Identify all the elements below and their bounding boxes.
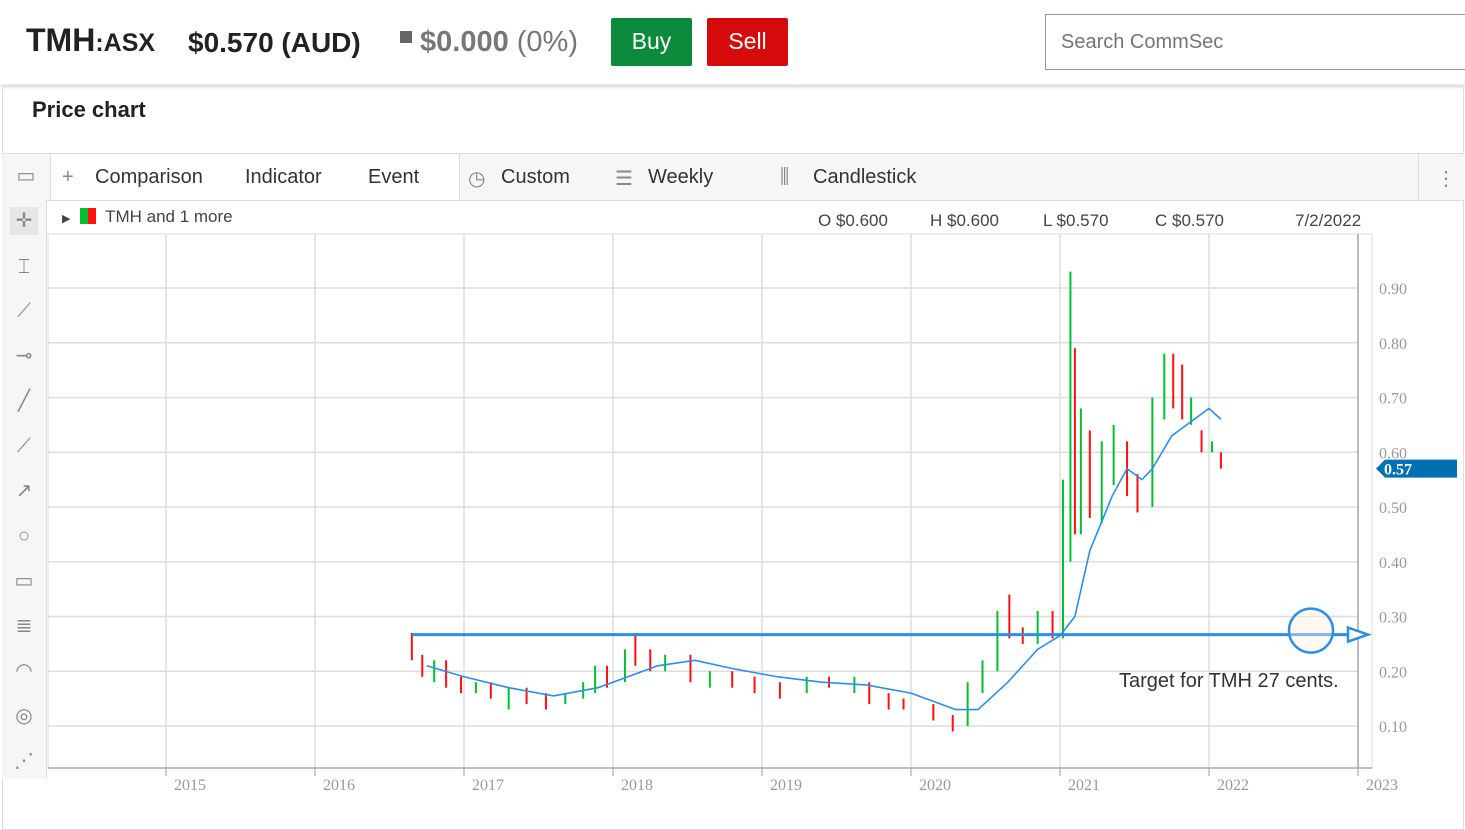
fibonacci-icon[interactable]: ≣ xyxy=(15,615,33,637)
event-button[interactable]: Event xyxy=(368,166,420,188)
search-input[interactable] xyxy=(1045,14,1465,70)
fib-arc-icon[interactable]: ◠ xyxy=(15,660,33,682)
legend-label: TMH and 1 more xyxy=(105,207,233,226)
arrow-icon[interactable]: ↗ xyxy=(15,480,33,502)
clock-icon: ◷ xyxy=(468,168,486,190)
series-color-icon xyxy=(87,208,96,224)
price-change: $0.000 (0%) xyxy=(400,26,578,59)
drawing-tools: ✛ ⌶ ⟋ ⊸ ╱ ⟋ ↗ ○ ▭ ≣ ◠ ◎ ⋰ xyxy=(2,199,47,779)
circle-icon[interactable]: ○ xyxy=(17,525,31,547)
indicator-button[interactable]: Indicator xyxy=(245,166,322,188)
text-tool-icon[interactable]: ⌶ xyxy=(18,256,30,278)
rectangle-icon[interactable]: ▭ xyxy=(14,570,34,592)
chart-toolbar: ▭ + Comparison Indicator Event ◷ Custom … xyxy=(2,153,1464,201)
series-legend[interactable]: ▶ TMH and 1 more xyxy=(62,207,233,227)
date-value: 7/2/2022 xyxy=(1295,211,1362,230)
candlestick-button[interactable]: Candlestick xyxy=(813,166,917,188)
price: $0.570 (AUD) xyxy=(188,27,361,58)
exchange: :ASX xyxy=(95,29,156,57)
crosshair-icon[interactable]: ✛ xyxy=(10,207,38,235)
sell-button[interactable]: Sell xyxy=(707,18,788,66)
change-pct: (0%) xyxy=(516,26,578,58)
comparison-button[interactable]: Comparison xyxy=(95,166,203,188)
close-value: C $0.570 xyxy=(1155,211,1224,230)
high-value: H $0.600 xyxy=(930,211,999,230)
line-segment-icon[interactable]: ⟋ xyxy=(17,300,31,322)
folder-icon[interactable]: ▭ xyxy=(16,165,36,187)
weekly-button[interactable]: Weekly xyxy=(648,166,714,188)
more-icon[interactable]: ⋮ xyxy=(1436,168,1456,190)
panel-title: Price chart xyxy=(32,97,146,122)
open-value: O $0.600 xyxy=(818,211,888,230)
unchanged-icon xyxy=(400,31,412,44)
interval-icon: ☰ xyxy=(615,168,633,190)
polyline-icon[interactable]: ⟋ xyxy=(17,435,31,457)
fib-circle-icon[interactable]: ◎ xyxy=(15,705,33,727)
symbol-code: TMH xyxy=(26,22,96,58)
custom-range-button[interactable]: Custom xyxy=(501,166,570,188)
low-value: L $0.570 xyxy=(1043,211,1109,230)
line-icon[interactable]: ╱ xyxy=(17,390,31,412)
plus-icon: + xyxy=(62,166,74,188)
candlestick-icon: ⫼ xyxy=(780,166,790,188)
change-value: $0.000 xyxy=(420,26,509,58)
horizontal-ray-icon[interactable]: ⊸ xyxy=(15,345,33,367)
expand-icon[interactable]: ▶ xyxy=(62,213,71,225)
fan-icon[interactable]: ⋰ xyxy=(14,750,34,772)
symbol: TMH:ASX xyxy=(26,22,155,59)
quote-header: TMH:ASX $0.570 (AUD) $0.000 (0%) Buy Sel… xyxy=(0,0,1465,84)
buy-button[interactable]: Buy xyxy=(611,18,692,66)
chart-annotation: Target for TMH 27 cents. xyxy=(1119,670,1339,692)
